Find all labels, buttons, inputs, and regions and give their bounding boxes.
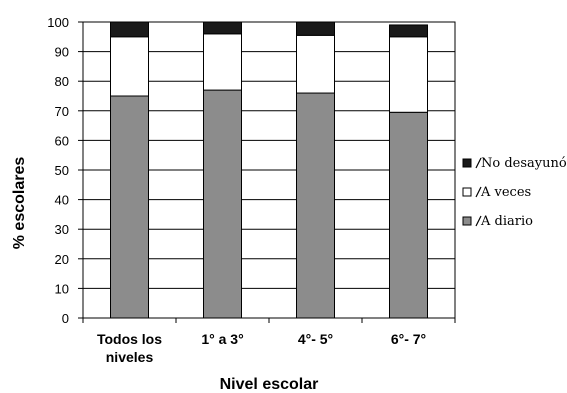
y-tick-label-100: 100 <box>47 15 69 30</box>
bar-segment-3-1 <box>389 36 428 113</box>
legend-glyph-1 <box>475 186 482 198</box>
legend-label-2: No desayunó <box>481 156 567 171</box>
bar-segment-0-2 <box>110 21 149 38</box>
y-tick-label-40: 40 <box>55 193 69 208</box>
bar-segment-2-1 <box>296 34 335 94</box>
bar-segment-1-1 <box>203 33 242 91</box>
bar-segment-0-1 <box>110 36 149 97</box>
y-tick-label-20: 20 <box>55 252 69 267</box>
legend-glyph-2 <box>475 157 482 169</box>
x-category-labels: Todos los niveles 1° a 3° 4°- 5° 6°- 7° <box>97 331 426 365</box>
x-category-label-0-1: niveles <box>106 349 154 365</box>
legend-label-1: A veces <box>480 185 531 200</box>
bars <box>110 21 428 319</box>
bar-segment-2-2 <box>296 21 335 36</box>
y-tick-label-0: 0 <box>62 311 69 326</box>
bar-segment-3-2 <box>389 24 428 38</box>
y-tick-label-30: 30 <box>55 222 69 237</box>
legend-swatch-1 <box>462 187 472 197</box>
y-tick-label-80: 80 <box>55 74 69 89</box>
y-tick-label-60: 60 <box>55 133 69 148</box>
y-tick-label-70: 70 <box>55 104 69 119</box>
axes <box>78 21 456 323</box>
y-tick-label-10: 10 <box>55 281 69 296</box>
bar-segment-0-0 <box>110 95 149 319</box>
x-category-label-2: 4°- 5° <box>298 331 333 347</box>
bar-segment-1-2 <box>203 21 242 35</box>
x-category-label-1: 1° a 3° <box>201 331 243 347</box>
y-tick-label-90: 90 <box>55 45 69 60</box>
y-tick-labels: 0 10 20 30 40 50 60 70 80 90 100 <box>47 15 69 326</box>
legend: No desayunó A veces A diario <box>462 156 567 229</box>
bar-segment-1-0 <box>203 89 242 319</box>
x-category-label-3: 6°- 7° <box>391 331 426 347</box>
legend-swatch-2 <box>462 158 472 168</box>
y-axis-title: % escolares <box>11 157 28 250</box>
y-tick-label-50: 50 <box>55 163 69 178</box>
legend-glyph-0 <box>475 215 482 227</box>
bar-segment-3-0 <box>389 111 428 319</box>
legend-swatch-0 <box>462 216 472 226</box>
legend-label-0: A diario <box>480 214 533 229</box>
x-axis-title: Nivel escolar <box>220 376 319 393</box>
x-category-label-0-0: Todos los <box>97 331 162 347</box>
bar-segment-2-0 <box>296 92 335 319</box>
